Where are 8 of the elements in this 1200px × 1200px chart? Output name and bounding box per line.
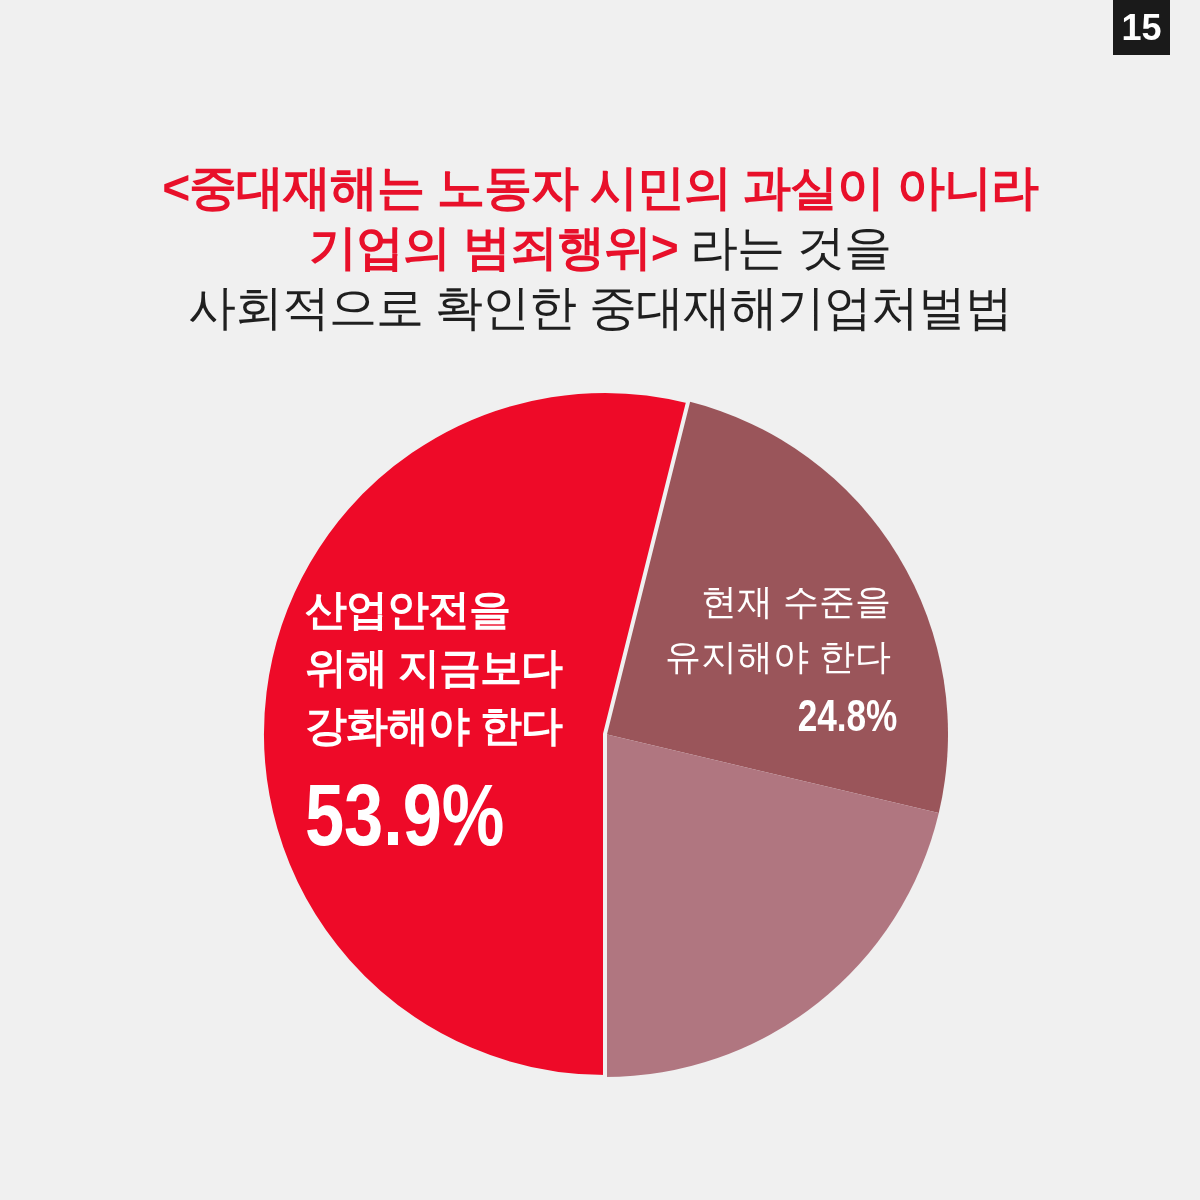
data-label: 24.8%: [797, 691, 898, 740]
pie-slice: [605, 401, 948, 814]
slice-label: 산업안전을 위해 지금보다 강화해야 한다: [304, 586, 563, 749]
slice-label: 현재 수준을 유지해야 한다: [665, 581, 892, 677]
text: 15: [1113, 0, 1170, 55]
pie-slice: [605, 734, 939, 1077]
data-label: 53.9%: [304, 765, 505, 864]
chart-title: <중대재해는 노동자 시민의 과실이 아니라 기업의 범죄행위> 라는 것을 사회적으로 확인한 중대재해기업처벌법: [162, 161, 1038, 334]
